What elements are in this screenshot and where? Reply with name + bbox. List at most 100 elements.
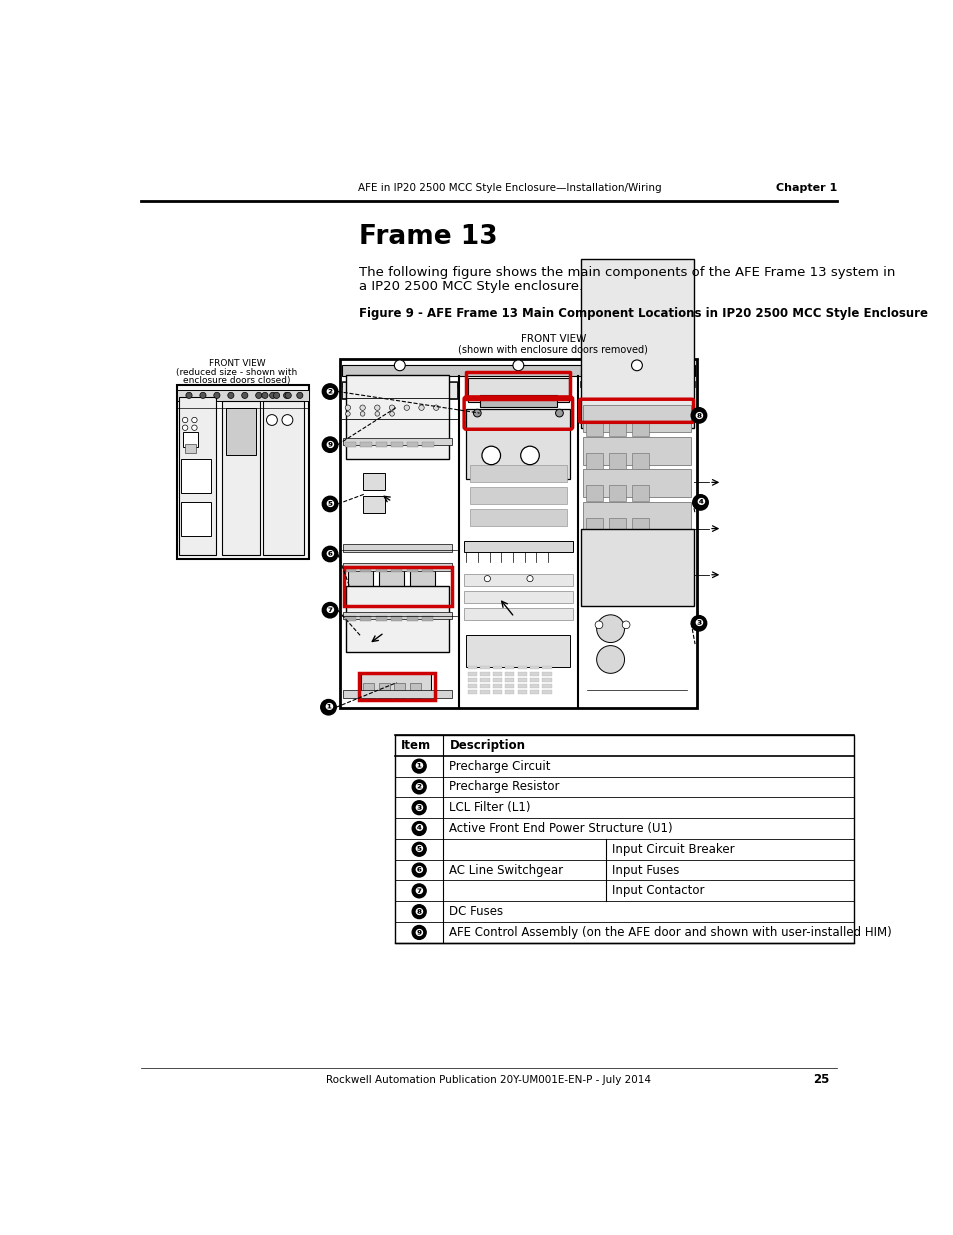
Bar bbox=[466, 635, 570, 667]
Bar bbox=[395, 735, 853, 756]
Text: ❹: ❹ bbox=[696, 498, 704, 508]
Bar bbox=[585, 412, 595, 424]
Bar bbox=[348, 569, 373, 601]
Text: ❾: ❾ bbox=[415, 927, 423, 937]
Text: Active Front End Power Structure (U1): Active Front End Power Structure (U1) bbox=[449, 823, 672, 835]
Circle shape bbox=[345, 411, 350, 416]
Bar bbox=[410, 683, 420, 699]
Circle shape bbox=[481, 446, 500, 464]
Circle shape bbox=[433, 405, 438, 410]
Bar bbox=[652, 363, 667, 405]
Bar bbox=[583, 469, 691, 496]
Bar bbox=[363, 496, 385, 514]
Bar bbox=[583, 401, 597, 419]
Circle shape bbox=[322, 437, 337, 452]
Circle shape bbox=[691, 615, 706, 631]
Circle shape bbox=[412, 905, 426, 919]
Bar bbox=[650, 401, 669, 405]
Bar bbox=[343, 611, 452, 620]
Text: FRONT VIEW: FRONT VIEW bbox=[520, 335, 585, 345]
Text: (shown with enclosure doors removed): (shown with enclosure doors removed) bbox=[457, 345, 647, 354]
Text: Precharge Circuit: Precharge Circuit bbox=[449, 760, 550, 773]
Bar bbox=[383, 384, 394, 389]
Bar bbox=[468, 672, 476, 676]
Bar bbox=[375, 568, 386, 573]
Bar bbox=[341, 383, 456, 399]
Bar bbox=[345, 374, 449, 459]
Bar bbox=[583, 534, 691, 562]
Bar bbox=[480, 666, 489, 669]
Text: Description: Description bbox=[449, 739, 525, 752]
Circle shape bbox=[412, 863, 426, 877]
Bar bbox=[360, 673, 431, 697]
Circle shape bbox=[555, 409, 562, 417]
Bar bbox=[651, 401, 665, 419]
Bar bbox=[468, 666, 476, 669]
Text: (reduced size - shown with: (reduced size - shown with bbox=[176, 368, 297, 377]
Bar bbox=[262, 401, 303, 555]
Text: ❸: ❸ bbox=[415, 803, 423, 813]
Bar bbox=[542, 684, 551, 688]
Bar bbox=[360, 568, 371, 573]
Bar bbox=[542, 690, 551, 694]
Bar bbox=[422, 442, 434, 447]
Bar bbox=[436, 384, 446, 389]
Text: ❺: ❺ bbox=[325, 499, 335, 509]
Circle shape bbox=[359, 405, 365, 410]
Bar bbox=[468, 684, 476, 688]
Text: ❺: ❺ bbox=[415, 845, 423, 855]
Bar bbox=[478, 427, 488, 430]
Circle shape bbox=[596, 646, 624, 673]
Text: ❾: ❾ bbox=[325, 440, 335, 450]
Bar bbox=[632, 421, 649, 436]
Circle shape bbox=[412, 800, 426, 815]
Bar bbox=[391, 616, 402, 621]
Bar bbox=[468, 678, 476, 682]
Bar bbox=[177, 390, 309, 401]
Bar bbox=[422, 384, 433, 389]
Bar bbox=[406, 616, 417, 621]
Circle shape bbox=[228, 393, 233, 399]
Circle shape bbox=[261, 393, 268, 399]
Bar bbox=[530, 684, 538, 688]
Bar bbox=[530, 672, 538, 676]
Bar bbox=[410, 627, 435, 632]
Bar bbox=[585, 453, 602, 468]
Circle shape bbox=[394, 359, 405, 370]
Bar bbox=[378, 627, 403, 632]
Circle shape bbox=[412, 842, 426, 856]
Bar bbox=[483, 440, 498, 446]
Bar bbox=[363, 473, 385, 490]
Text: Precharge Resistor: Precharge Resistor bbox=[449, 781, 559, 793]
Bar bbox=[378, 683, 390, 699]
Bar bbox=[505, 690, 514, 694]
Bar bbox=[654, 412, 662, 424]
Text: LCL Filter (L1): LCL Filter (L1) bbox=[449, 802, 530, 814]
Bar bbox=[378, 569, 403, 601]
Text: DC Fuses: DC Fuses bbox=[449, 905, 503, 918]
Circle shape bbox=[283, 393, 290, 399]
Circle shape bbox=[389, 405, 395, 410]
Text: ❶: ❶ bbox=[415, 761, 423, 771]
Bar bbox=[608, 550, 625, 566]
Text: ❻: ❻ bbox=[415, 864, 423, 876]
Circle shape bbox=[418, 405, 424, 410]
Bar bbox=[480, 684, 489, 688]
Circle shape bbox=[390, 411, 394, 416]
Bar bbox=[480, 690, 489, 694]
Bar bbox=[341, 380, 456, 387]
Bar bbox=[544, 427, 554, 430]
Circle shape bbox=[692, 495, 707, 510]
Bar bbox=[179, 396, 216, 555]
Bar bbox=[505, 666, 514, 669]
Bar bbox=[464, 422, 572, 429]
Bar bbox=[608, 517, 625, 534]
Bar bbox=[406, 442, 418, 447]
Circle shape bbox=[322, 496, 337, 511]
Bar bbox=[530, 678, 538, 682]
Bar bbox=[396, 384, 406, 389]
Circle shape bbox=[596, 615, 624, 642]
Bar bbox=[343, 543, 452, 552]
Bar bbox=[492, 427, 500, 430]
Bar bbox=[343, 437, 452, 446]
